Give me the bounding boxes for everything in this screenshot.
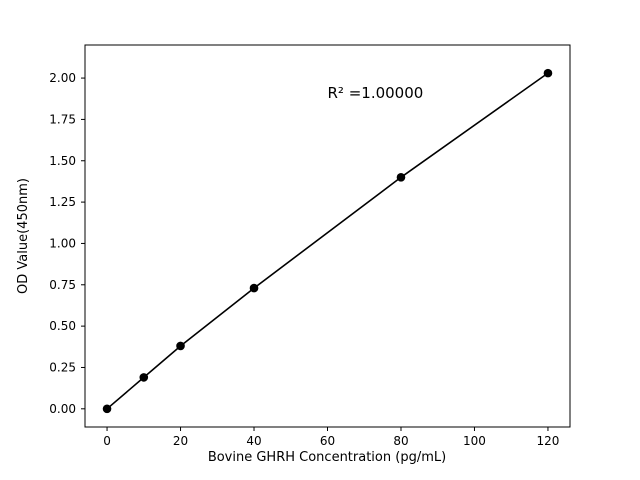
data-points: [102, 68, 553, 414]
x-tick-label: 60: [320, 434, 335, 448]
y-tick-label: 0.75: [49, 278, 76, 292]
x-axis-label: Bovine GHRH Concentration (pg/mL): [208, 450, 446, 465]
x-tick-label: 100: [463, 434, 486, 448]
y-tick-label: 0.50: [49, 319, 76, 333]
y-tick-label: 0.25: [49, 360, 76, 374]
y-tick-label: 2.00: [49, 71, 76, 85]
y-tick-label: 1.75: [49, 112, 76, 126]
x-tick-label: 120: [537, 434, 560, 448]
x-axis-ticks: 0 20 40 60 80 100 120: [103, 427, 559, 448]
data-point-marker: [249, 283, 259, 293]
r-squared-annotation: R² =1.00000: [328, 84, 424, 102]
y-axis-ticks: 0.00 0.25 0.50 0.75 1.00 1.25 1.50 1.75 2.00: [49, 71, 85, 416]
data-point-marker: [176, 341, 185, 351]
x-tick-label: 20: [173, 434, 188, 448]
y-tick-label: 1.25: [49, 195, 76, 209]
y-tick-label: 1.00: [49, 236, 76, 250]
y-tick-label: 0.00: [49, 402, 76, 416]
data-point-marker: [102, 404, 112, 414]
data-point-marker: [396, 172, 406, 182]
y-tick-label: 1.50: [49, 154, 76, 168]
data-point-marker: [543, 68, 553, 78]
data-line: [106, 72, 549, 410]
plot-border: [84, 44, 571, 428]
x-tick-label: 80: [393, 434, 408, 448]
x-tick-label: 40: [246, 434, 261, 448]
y-axis-label: OD Value(450nm): [16, 178, 31, 294]
x-tick-label: 0: [103, 434, 111, 448]
data-point-marker: [139, 373, 149, 382]
